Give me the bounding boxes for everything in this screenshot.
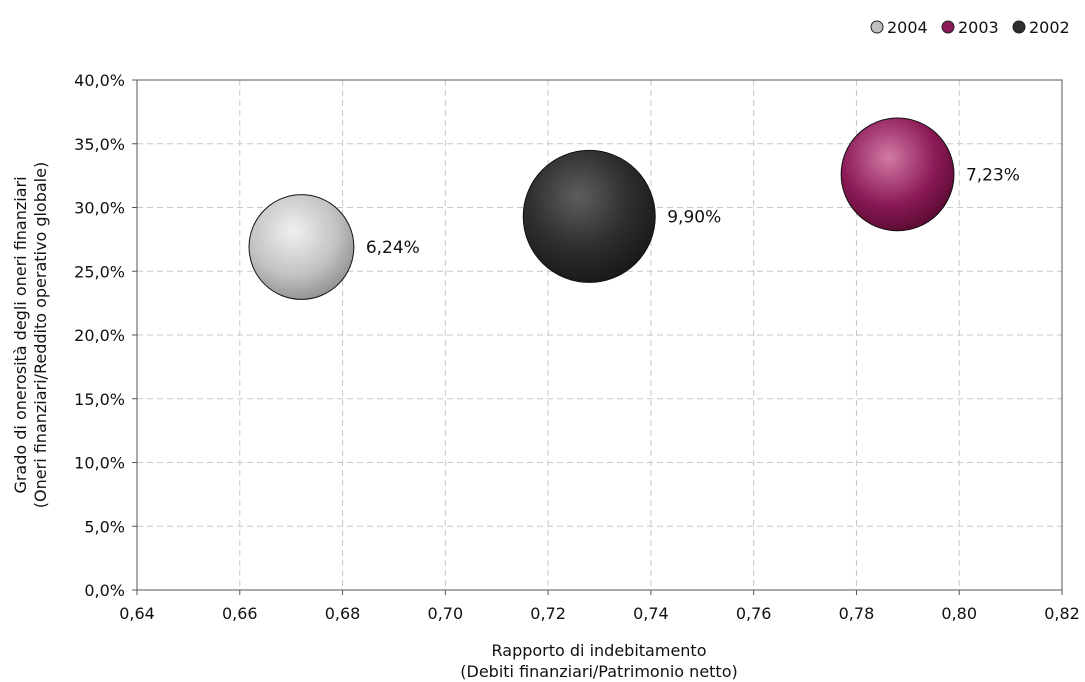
y-tick-label-7: 35,0% xyxy=(74,135,125,154)
legend-label-2003: 2003 xyxy=(958,18,999,37)
y-axis-title-line2: (Oneri finanziari/Reddito operativo glob… xyxy=(31,162,50,508)
x-tick-label-6: 0,76 xyxy=(736,604,772,623)
y-tick-label-1: 5,0% xyxy=(84,517,125,536)
bubble-2004 xyxy=(248,194,355,300)
y-tick-label-0: 0,0% xyxy=(84,581,125,600)
bubbles: 9,90% 7,23% 6,24% xyxy=(248,117,1020,300)
legend-marker-2002 xyxy=(1012,20,1026,34)
x-tick-label-2: 0,68 xyxy=(325,604,361,623)
x-tick-label-4: 0,72 xyxy=(530,604,566,623)
tick-labels: 0,64 0,66 0,68 0,70 0,72 0,74 0,76 0,78 0,80 0,82… xyxy=(74,71,1080,623)
y-tick-label-3: 15,0% xyxy=(74,390,125,409)
legend-marker-2003 xyxy=(941,20,955,34)
x-axis-title-line1: Rapporto di indebitamento xyxy=(492,641,707,660)
legend: 2004 2003 2002 xyxy=(870,18,1070,37)
x-tick-label-5: 0,74 xyxy=(633,604,669,623)
y-tick-label-2: 10,0% xyxy=(74,454,125,473)
x-tick-label-9: 0,82 xyxy=(1044,604,1080,623)
y-axis-title-line1: Grado di onerosità degli oneri finanziar… xyxy=(11,176,30,493)
y-tick-label-6: 30,0% xyxy=(74,199,125,218)
bubble-2003 xyxy=(840,117,955,232)
x-tick-label-0: 0,64 xyxy=(119,604,155,623)
y-tick-label-4: 20,0% xyxy=(74,326,125,345)
legend-label-2002: 2002 xyxy=(1029,18,1070,37)
bubble-2002 xyxy=(522,149,656,283)
y-tick-label-8: 40,0% xyxy=(74,71,125,90)
bubble-label-2003: 7,23% xyxy=(966,165,1020,185)
x-tick-label-3: 0,70 xyxy=(428,604,464,623)
bubble-label-2002: 9,90% xyxy=(667,207,721,227)
legend-marker-2004 xyxy=(870,20,884,34)
x-tick-label-8: 0,80 xyxy=(941,604,977,623)
x-tick-label-1: 0,66 xyxy=(222,604,258,623)
x-tick-label-7: 0,78 xyxy=(839,604,875,623)
bubble-label-2004: 6,24% xyxy=(366,238,420,258)
x-axis-title-line2: (Debiti finanziari/Patrimonio netto) xyxy=(460,662,737,681)
y-tick-label-5: 25,0% xyxy=(74,262,125,281)
legend-label-2004: 2004 xyxy=(887,18,928,37)
